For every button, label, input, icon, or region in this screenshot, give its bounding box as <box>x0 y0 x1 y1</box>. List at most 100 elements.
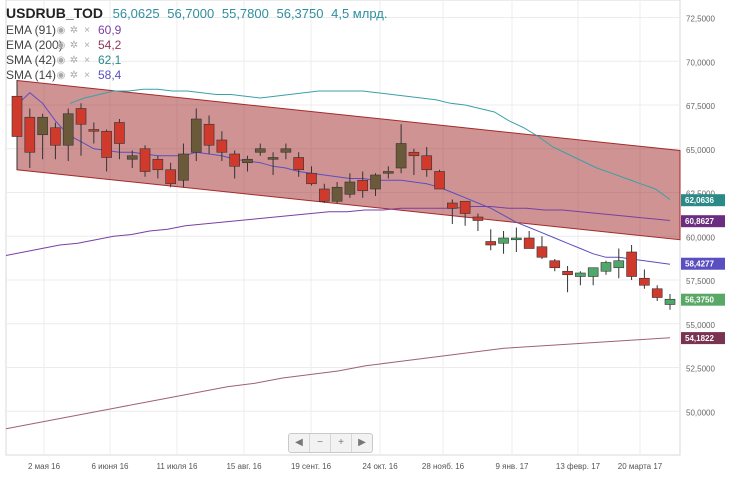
candle-body <box>50 127 61 146</box>
x-tick-label: 28 нояб. 16 <box>422 462 465 471</box>
eye-icon[interactable]: ◉ <box>56 25 66 36</box>
zoom-in-button[interactable]: + <box>331 434 352 452</box>
x-tick-label: 13 февр. 17 <box>556 462 601 471</box>
ema91-line <box>5 206 671 256</box>
close-icon[interactable]: × <box>84 55 90 66</box>
close-icon[interactable]: × <box>84 40 90 51</box>
candle-body <box>511 237 522 241</box>
symbol-name: USDRUB_TOD <box>6 5 103 21</box>
price-label: 60,8627 <box>685 217 714 226</box>
x-tick-label: 24 окт. 16 <box>362 462 398 471</box>
candle-body <box>37 116 48 136</box>
close-icon[interactable]: × <box>84 70 90 81</box>
eye-icon[interactable]: ◉ <box>56 40 66 51</box>
ema200-line <box>5 337 671 430</box>
indicator-value: 62,1 <box>98 53 122 67</box>
candle-body <box>357 179 369 192</box>
candle-body <box>383 171 394 174</box>
indicator-name: SMA (14) <box>6 68 57 82</box>
chart-navigator: ◀ − + ▶ <box>288 433 373 453</box>
close-icon[interactable]: × <box>84 25 90 36</box>
candle-body <box>421 155 433 171</box>
candle-body <box>178 153 189 181</box>
x-tick-label: 15 авг. 16 <box>226 462 262 471</box>
x-tick-label: 6 июня 16 <box>91 462 129 471</box>
x-tick-label: 2 мая 16 <box>28 462 61 471</box>
candle-body <box>152 158 164 171</box>
candle-body <box>165 169 176 185</box>
eye-icon[interactable]: ◉ <box>56 70 66 81</box>
gear-icon[interactable]: ✲ <box>69 40 79 51</box>
y-tick-label: 57,5000 <box>686 277 715 286</box>
x-tick-label: 9 янв. 17 <box>495 462 529 471</box>
gear-icon[interactable]: ✲ <box>69 25 79 36</box>
candle-body <box>613 260 625 269</box>
candle-body <box>523 237 535 249</box>
sma14-line <box>16 92 671 265</box>
indicator-name: EMA (200) <box>6 38 63 52</box>
candle-body <box>587 267 599 277</box>
candle-body <box>139 148 151 172</box>
y-tick-label: 65,0000 <box>686 146 715 155</box>
price-label: 54,1822 <box>685 334 714 343</box>
candle-body <box>293 157 304 171</box>
candle-body <box>242 158 253 164</box>
x-tick-label: 19 сент. 16 <box>291 462 332 471</box>
y-tick-label: 70,0000 <box>686 58 715 67</box>
y-tick-label: 62,5000 <box>686 190 715 199</box>
candle-body <box>344 181 356 195</box>
volume-value: 4,5 млрд. <box>331 6 388 21</box>
price-label: 58,4277 <box>685 260 714 269</box>
high-value: 56,7000 <box>167 6 215 21</box>
indicator-ema91: EMA (91) ◉ ✲ × 60,9 <box>6 23 387 38</box>
price-label-bg <box>681 257 725 270</box>
scroll-left-button[interactable]: ◀ <box>289 434 310 452</box>
price-label: 62,0636 <box>685 196 714 205</box>
candle-body <box>267 157 279 160</box>
candle-body <box>434 171 445 190</box>
price-label-bg <box>681 194 725 207</box>
scroll-right-button[interactable]: ▶ <box>358 437 366 448</box>
candle-body <box>216 139 228 153</box>
indicator-value: 60,9 <box>98 23 122 37</box>
zoom-out-button[interactable]: − <box>310 434 331 452</box>
candle-body <box>600 262 612 272</box>
candle-body <box>229 153 240 167</box>
indicator-name: SMA (42) <box>6 53 57 67</box>
candle-body <box>562 270 573 276</box>
ohlc-row: USDRUB_TOD 56,0625 56,7000 55,7800 56,37… <box>6 4 387 23</box>
gear-icon[interactable]: ✲ <box>69 55 79 66</box>
candle-body <box>126 155 138 160</box>
candle-body <box>536 246 548 258</box>
indicator-sma14: SMA (14) ◉ ✲ × 58,4 <box>6 68 387 83</box>
y-tick-label: 60,0000 <box>686 233 715 242</box>
price-label-bg <box>681 215 725 228</box>
candle-body <box>88 129 100 132</box>
candle-body <box>75 108 87 125</box>
x-tick-label: 11 июля 16 <box>157 462 198 471</box>
candle-body <box>459 200 471 214</box>
candle-body <box>664 298 676 305</box>
candle-body <box>331 186 343 202</box>
price-label-bg <box>681 332 725 345</box>
candle-body <box>626 251 637 277</box>
gear-icon[interactable]: ✲ <box>69 70 79 81</box>
price-label-bg <box>681 293 725 306</box>
candle-body <box>651 288 663 298</box>
candle-body <box>639 277 650 286</box>
indicator-value: 58,4 <box>98 68 122 82</box>
candle-body <box>447 202 458 209</box>
x-tick-label: 20 марта 17 <box>618 462 663 471</box>
candle-body <box>395 143 407 169</box>
eye-icon[interactable]: ◉ <box>56 55 66 66</box>
candle-body <box>101 130 112 158</box>
y-tick-label: 67,5000 <box>686 102 715 111</box>
candle-body <box>24 116 36 153</box>
candle-body <box>62 113 74 146</box>
candle-body <box>370 174 381 190</box>
indicator-name: EMA (91) <box>6 23 57 37</box>
indicator-ema200: EMA (200) ◉ ✲ × 54,2 <box>6 38 387 53</box>
candle-body <box>472 216 484 221</box>
